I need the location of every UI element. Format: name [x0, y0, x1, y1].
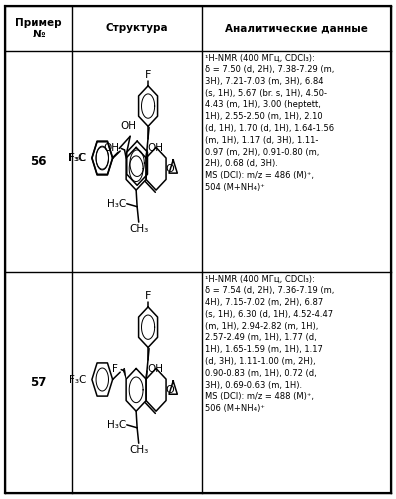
Text: F₃C: F₃C [68, 153, 85, 163]
Text: 57: 57 [30, 376, 47, 389]
Text: H₃C: H₃C [107, 420, 126, 430]
Text: F₃C: F₃C [69, 153, 87, 163]
Text: O: O [165, 164, 174, 174]
Text: F: F [145, 70, 151, 80]
Text: CH₃: CH₃ [129, 446, 148, 456]
Text: ¹H-NMR (400 МГц, CDCl₃):
δ = 7.50 (d, 2H), 7.38-7.29 (m,
3H), 7.21-7.03 (m, 3H),: ¹H-NMR (400 МГц, CDCl₃): δ = 7.50 (d, 2H… [205, 53, 334, 192]
Text: OH: OH [104, 143, 120, 153]
Text: H₃C: H₃C [107, 199, 126, 209]
Text: OH: OH [147, 364, 163, 374]
Text: CH₃: CH₃ [129, 225, 148, 235]
Text: F: F [112, 364, 118, 374]
Text: O: O [165, 385, 174, 395]
Text: Пример
№: Пример № [15, 17, 62, 39]
Text: OH: OH [147, 143, 163, 153]
Text: 56: 56 [30, 155, 47, 168]
Text: F: F [145, 291, 151, 301]
Polygon shape [123, 368, 126, 379]
Text: Аналитические данные: Аналитические данные [225, 23, 368, 33]
Text: ¹H-NMR (400 МГц, CDCl₃):
δ = 7.54 (d, 2H), 7.36-7.19 (m,
4H), 7.15-7.02 (m, 2H),: ¹H-NMR (400 МГц, CDCl₃): δ = 7.54 (d, 2H… [205, 274, 334, 413]
Text: F₃C: F₃C [69, 375, 87, 385]
Text: OH: OH [120, 121, 137, 131]
Text: Структура: Структура [106, 23, 168, 33]
